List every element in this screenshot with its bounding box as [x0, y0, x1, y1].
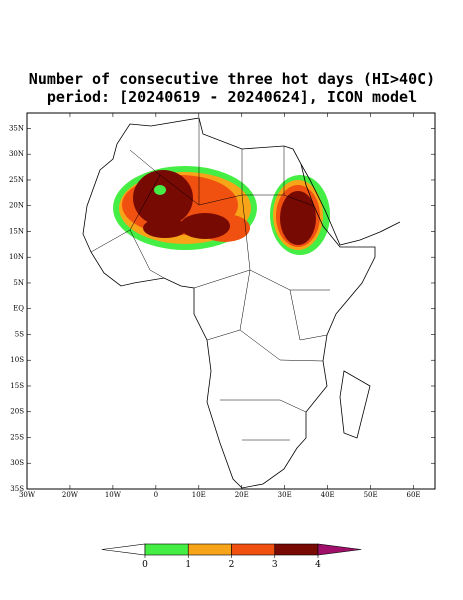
borders	[90, 118, 330, 441]
lat-tick-label: 30S	[10, 459, 24, 467]
lon-tick-label: 60E	[407, 491, 421, 499]
colorbar-low-arrow	[101, 543, 146, 556]
map-subtitle: period: [20240619 - 20240624], ICON mode…	[47, 88, 417, 106]
colorbar-label: 3	[272, 560, 278, 570]
lon-tick-label: 20E	[235, 491, 249, 499]
colorbar-segment	[187, 543, 232, 556]
lat-tick-label: 5S	[15, 330, 24, 338]
africa-outline	[82, 117, 376, 489]
lat-tick-label: 20S	[10, 408, 24, 416]
hot-days-field	[113, 166, 330, 255]
lon-tick-label: 30E	[278, 491, 292, 499]
lat-tick-label: 10S	[10, 356, 24, 364]
colorbar-label: 2	[229, 560, 235, 570]
colorbar-high-arrow	[317, 543, 362, 556]
colorbar-label: 0	[142, 560, 148, 570]
lat-tick-label: 15S	[10, 382, 24, 390]
lat-tick-label: 25S	[10, 433, 24, 441]
colorbar-segment	[144, 543, 189, 556]
lat-tick-label: 10N	[9, 253, 24, 261]
map-body	[82, 117, 401, 489]
lon-tick-label: 0	[154, 491, 158, 499]
lon-tick-label: 50E	[364, 491, 378, 499]
lat-tick-label: 5N	[13, 279, 24, 287]
map-frame	[26, 112, 436, 490]
lat-tick-label: 30N	[9, 150, 24, 158]
colorbar-label: 1	[185, 560, 191, 570]
colorbar-label: 4	[315, 560, 321, 570]
lat-tick-label: 15N	[9, 227, 24, 235]
lon-tick-label: 10E	[192, 491, 206, 499]
lon-tick-label: 30W	[19, 491, 36, 499]
lon-tick-label: 20W	[62, 491, 79, 499]
lat-tick-label: 25N	[9, 176, 24, 184]
madagascar-outline	[339, 370, 371, 439]
arabia-outline	[300, 163, 401, 246]
map-title: Number of consecutive three hot days (HI…	[29, 70, 435, 88]
lat-tick-label: 20N	[9, 202, 24, 210]
colorbar: 0 1 2 3 4	[101, 543, 362, 570]
lon-tick-label: 40E	[321, 491, 335, 499]
lon-tick-label: 10W	[105, 491, 122, 499]
lat-tick-label: EQ	[13, 305, 24, 313]
colorbar-segment	[231, 543, 276, 556]
colorbar-segment	[274, 543, 319, 556]
lat-tick-label: 35S	[10, 485, 24, 493]
lat-tick-label: 35N	[9, 124, 24, 132]
